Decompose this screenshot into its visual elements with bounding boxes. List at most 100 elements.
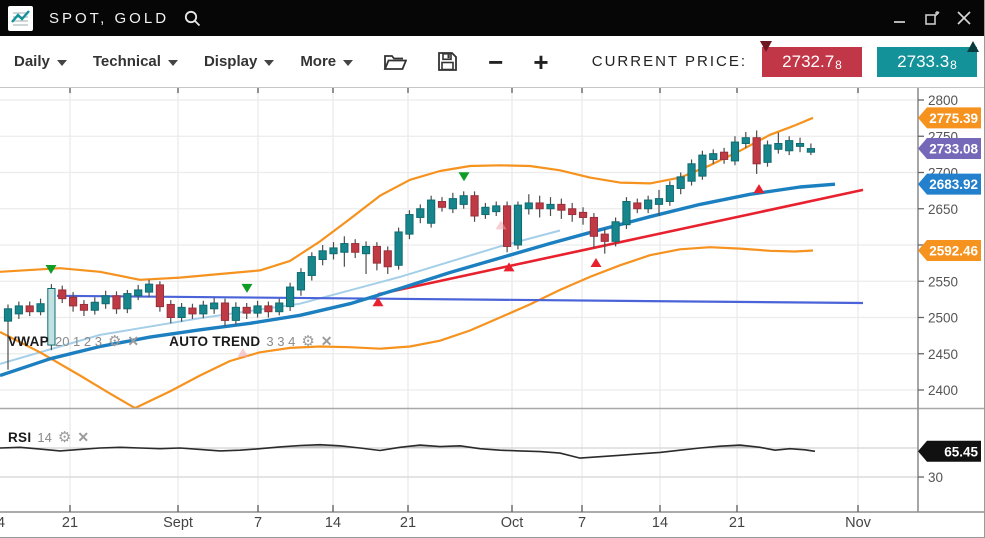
candle-up[interactable]	[340, 243, 349, 253]
rsi-value-tag[interactable]	[918, 440, 981, 462]
candle-up[interactable]	[698, 154, 707, 177]
candle-down[interactable]	[220, 302, 230, 321]
chart-area[interactable]: 2800275027002650260025502500245024003042…	[0, 88, 985, 538]
candle-down[interactable]	[633, 202, 642, 210]
candle-up[interactable]	[144, 283, 154, 293]
candle-down[interactable]	[112, 295, 121, 310]
candle-down[interactable]	[79, 303, 89, 311]
candle-up[interactable]	[448, 198, 457, 210]
candle-down[interactable]	[720, 151, 729, 160]
close-button[interactable]	[955, 9, 973, 27]
candle-up[interactable]	[47, 288, 56, 346]
candle-down[interactable]	[58, 289, 67, 300]
candle-up[interactable]	[318, 250, 327, 261]
candle-up[interactable]	[546, 203, 555, 210]
candle-up[interactable]	[199, 304, 208, 315]
bid-price-badge[interactable]: 2732.7 8	[760, 40, 862, 77]
candle-up[interactable]	[665, 185, 674, 203]
candle-up[interactable]	[177, 306, 186, 319]
save-icon[interactable]	[437, 51, 458, 72]
candle-down[interactable]	[470, 195, 479, 217]
candle-up[interactable]	[36, 303, 45, 313]
candle-up[interactable]	[361, 245, 371, 255]
candle-down[interactable]	[503, 205, 512, 247]
candle-down[interactable]	[568, 208, 577, 216]
candle-up[interactable]	[14, 305, 23, 315]
menu-display[interactable]: Display	[204, 53, 275, 70]
candle-down[interactable]	[535, 202, 544, 210]
candle-up[interactable]	[231, 306, 240, 321]
candle-up[interactable]	[644, 199, 653, 210]
candle-down[interactable]	[69, 296, 78, 307]
candle-up[interactable]	[416, 208, 425, 218]
candle-up[interactable]	[654, 198, 664, 205]
candle-down[interactable]	[589, 216, 598, 237]
candle-up[interactable]	[795, 143, 805, 147]
candle-up[interactable]	[394, 231, 403, 266]
close-icon[interactable]: ✕	[127, 333, 140, 349]
gear-icon[interactable]: ⚙	[57, 429, 72, 446]
open-folder-icon[interactable]	[383, 52, 408, 72]
candle-up[interactable]	[329, 247, 338, 255]
candle-up[interactable]	[427, 199, 436, 224]
zoom-out-button[interactable]: −	[488, 46, 504, 77]
candle-up[interactable]	[524, 202, 533, 210]
minimize-button[interactable]	[891, 9, 909, 27]
candle-up[interactable]	[275, 302, 284, 313]
candle-down[interactable]	[351, 243, 360, 253]
candle-up[interactable]	[774, 143, 783, 150]
candle-up[interactable]	[513, 204, 523, 246]
candle-up[interactable]	[101, 295, 110, 305]
price-chart-canvas[interactable]: 2800275027002650260025502500245024003042…	[0, 88, 985, 538]
candle-up[interactable]	[492, 205, 501, 213]
candle-up[interactable]	[253, 305, 262, 314]
close-icon[interactable]: ✕	[320, 333, 333, 349]
upper-band-tag[interactable]	[918, 107, 981, 129]
vwap-tag[interactable]	[918, 173, 981, 195]
candle-up[interactable]	[611, 221, 620, 242]
close-icon[interactable]: ✕	[77, 429, 90, 445]
candle-up[interactable]	[676, 176, 685, 189]
candle-down[interactable]	[242, 306, 251, 314]
menu-technical[interactable]: Technical	[93, 53, 178, 70]
zoom-in-button[interactable]: +	[533, 46, 549, 77]
candle-down[interactable]	[600, 233, 609, 242]
candle-up[interactable]	[134, 289, 143, 297]
candle-down[interactable]	[437, 201, 447, 208]
last-price-tag[interactable]	[918, 138, 981, 160]
lower-band-tag[interactable]	[918, 239, 981, 261]
candle-up[interactable]	[90, 301, 99, 311]
candle-up[interactable]	[785, 140, 794, 152]
candle-up[interactable]	[481, 206, 490, 216]
search-icon[interactable]	[183, 9, 202, 28]
candle-up[interactable]	[296, 272, 306, 291]
gear-icon[interactable]: ⚙	[301, 333, 315, 350]
candle-down[interactable]	[188, 307, 197, 315]
candle-down[interactable]	[752, 137, 761, 165]
candle-up[interactable]	[622, 201, 631, 226]
candle-down[interactable]	[578, 211, 588, 218]
candle-up[interactable]	[123, 293, 132, 310]
candle-down[interactable]	[25, 305, 34, 313]
menu-daily[interactable]: Daily	[14, 53, 67, 70]
ask-price-badge[interactable]: 2733.3 8	[877, 40, 979, 77]
candle-up[interactable]	[3, 308, 13, 322]
candle-up[interactable]	[405, 214, 414, 235]
candle-down[interactable]	[155, 284, 165, 308]
candle-up[interactable]	[763, 144, 772, 163]
candle-up[interactable]	[307, 256, 316, 276]
candle-up[interactable]	[687, 163, 696, 182]
candle-down[interactable]	[372, 245, 381, 264]
candle-up[interactable]	[730, 141, 740, 162]
candle-up[interactable]	[210, 302, 219, 310]
candle-up[interactable]	[709, 153, 718, 160]
candle-down[interactable]	[383, 250, 392, 268]
menu-more[interactable]: More	[300, 53, 354, 70]
candle-down[interactable]	[557, 203, 566, 211]
candle-up[interactable]	[741, 137, 750, 145]
candle-up[interactable]	[459, 195, 468, 205]
candle-down[interactable]	[264, 305, 273, 313]
gear-icon[interactable]: ⚙	[107, 333, 122, 350]
candle-up[interactable]	[286, 286, 295, 308]
restore-button[interactable]	[923, 9, 941, 27]
